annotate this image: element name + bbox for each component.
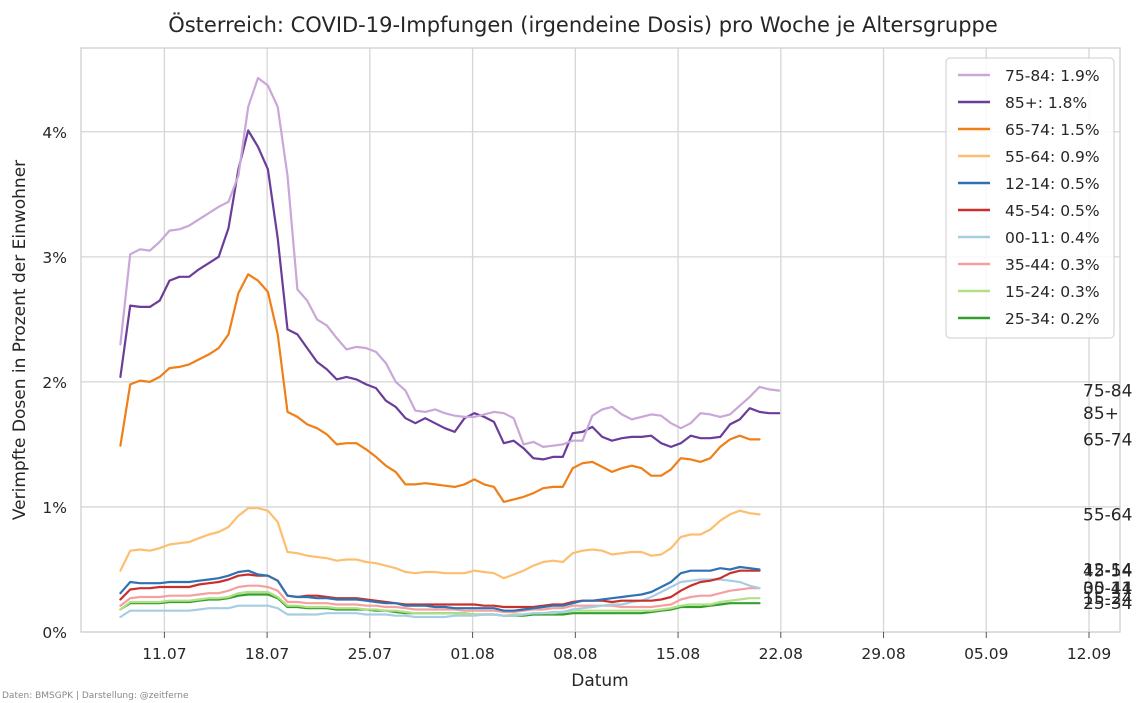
- x-tick-label: 01.08: [450, 645, 494, 663]
- chart-title: Österreich: COVID-19-Impfungen (irgendei…: [168, 12, 998, 37]
- series-line-15-24: [119, 590, 761, 617]
- plot-frame: [80, 47, 1121, 633]
- end-label-00-11: 00-11: [1083, 579, 1132, 599]
- x-tick-label: 22.08: [759, 645, 803, 663]
- end-label-55-64: 55-64: [1083, 505, 1132, 525]
- legend-entry: 45-54: 0.5%: [1005, 202, 1100, 220]
- end-label-12-14: 12-14: [1083, 560, 1132, 580]
- series-lines: [119, 76, 781, 619]
- legend-entry: 75-84: 1.9%: [1005, 67, 1100, 85]
- x-tick-label: 08.08: [553, 645, 597, 663]
- legend-entry: 55-64: 0.9%: [1005, 148, 1100, 166]
- series-line-55-64: [119, 507, 761, 580]
- x-tick-label: 15.08: [656, 645, 700, 663]
- legend-entry: 15-24: 0.3%: [1005, 283, 1100, 301]
- end-label-75-84: 75-84: [1083, 382, 1132, 402]
- x-tick-label: 29.08: [861, 645, 905, 663]
- legend-entry: 12-14: 0.5%: [1005, 175, 1100, 193]
- series-line-65-74: [119, 273, 761, 503]
- x-tick-label: 11.07: [142, 645, 186, 663]
- x-tick-label: 25.07: [348, 645, 392, 663]
- credit-text: Daten: BMSGPK | Darstellung: @zeitferne: [2, 691, 189, 701]
- legend: 75-84: 1.9% 85+: 1.8% 65-74: 1.5% 55-64: 0.…: [945, 57, 1115, 339]
- y-tick-label: 3%: [42, 249, 67, 267]
- y-tick-label: 2%: [42, 374, 67, 392]
- legend-entry: 00-11: 0.4%: [1005, 229, 1100, 247]
- y-tick-label: 1%: [42, 499, 67, 517]
- series-line-85+: [119, 129, 781, 461]
- y-tick-label: 4%: [42, 124, 67, 142]
- y-axis-label: Verimpfte Dosen in Prozent der Einwohner: [10, 160, 30, 520]
- series-line-45-54: [119, 569, 761, 609]
- legend-entry: 65-74: 1.5%: [1005, 121, 1100, 139]
- end-label-35-44: 35-44: [1083, 579, 1132, 599]
- x-axis-label: Datum: [571, 671, 629, 691]
- end-label-85+: 85+: [1083, 404, 1119, 424]
- end-label-15-24: 15-24: [1083, 589, 1132, 609]
- series-line-00-11: [119, 578, 761, 619]
- y-tick-label: 0%: [42, 624, 67, 642]
- end-label-45-54: 45-54: [1083, 562, 1132, 582]
- series-line-75-84: [119, 76, 781, 448]
- legend-entry: 35-44: 0.3%: [1005, 256, 1100, 274]
- legend-entry: 85+: 1.8%: [1005, 94, 1087, 112]
- x-tick-label: 12.09: [1067, 645, 1111, 663]
- end-label-65-74: 65-74: [1083, 430, 1132, 450]
- axis-ticks: 11.07 18.07 25.07 01.08 08.08 15.08 22.08 29.08…: [42, 124, 1111, 663]
- series-line-12-14: [119, 565, 761, 612]
- series-line-35-44: [119, 584, 761, 614]
- x-tick-label: 05.09: [964, 645, 1008, 663]
- end-label-25-34: 25-34: [1083, 594, 1132, 614]
- legend-entry: 25-34: 0.2%: [1005, 310, 1100, 328]
- x-tick-label: 18.07: [245, 645, 289, 663]
